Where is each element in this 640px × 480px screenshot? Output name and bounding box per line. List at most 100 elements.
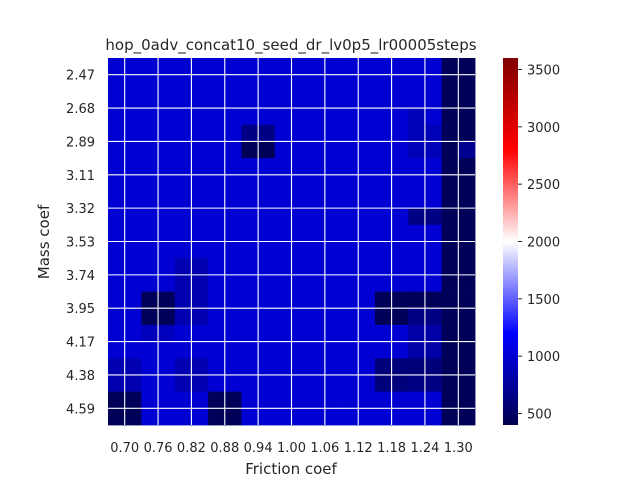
heatmap-cell	[258, 124, 276, 142]
heatmap-cell	[408, 58, 426, 76]
heatmap-cell	[341, 158, 359, 176]
heatmap-cell	[408, 274, 426, 292]
heatmap-cell	[458, 174, 476, 192]
heatmap-cell	[224, 258, 242, 276]
heatmap-cell	[274, 74, 292, 92]
y-tick-label: 3.95	[66, 302, 95, 317]
heatmap-cell	[258, 274, 276, 292]
heatmap-cell	[208, 91, 226, 109]
heatmap-cell	[374, 308, 392, 326]
heatmap-cell	[174, 308, 192, 326]
heatmap-cell	[358, 374, 376, 393]
heatmap-cell	[408, 191, 426, 209]
heatmap-cell	[241, 241, 259, 259]
heatmap-cell	[241, 74, 259, 92]
heatmap-cell	[324, 408, 342, 426]
heatmap-cell	[291, 108, 309, 126]
heatmap-cell	[141, 358, 159, 376]
heatmap-cell	[158, 391, 176, 409]
heatmap-cell	[308, 74, 326, 92]
heatmap-cell	[174, 374, 192, 393]
heatmap-cell	[324, 358, 342, 376]
heatmap-cell	[291, 74, 309, 92]
colorbar-tick-label: 3500	[527, 63, 560, 78]
y-tick-label: 3.32	[66, 202, 95, 217]
heatmap-cell	[108, 258, 126, 276]
heatmap-cell	[258, 341, 276, 359]
heatmap-cell	[258, 308, 276, 326]
heatmap-cell	[341, 258, 359, 276]
heatmap-cell	[274, 408, 292, 426]
heatmap-cell	[258, 208, 276, 226]
heatmap-cell	[424, 308, 443, 326]
heatmap-cell	[441, 341, 459, 359]
heatmap-cell	[124, 108, 142, 126]
heatmap-cell	[158, 374, 176, 393]
heatmap-cell	[391, 191, 409, 209]
heatmap-cell	[391, 74, 409, 92]
heatmap-cell	[458, 241, 476, 259]
heatmap-cell	[324, 391, 342, 409]
heatmap-cell	[108, 358, 126, 376]
heatmap-cell	[158, 141, 176, 159]
heatmap-cell	[141, 241, 159, 259]
heatmap-cell	[158, 174, 176, 192]
y-tick-label: 3.11	[66, 169, 95, 184]
heatmap-cell	[324, 324, 342, 342]
heatmap-cell	[308, 408, 326, 426]
heatmap-cell	[158, 241, 176, 259]
heatmap-cell	[324, 241, 342, 259]
heatmap-cell	[291, 391, 309, 409]
heatmap-cell	[324, 158, 342, 176]
heatmap-cell	[341, 108, 359, 126]
heatmap-cell	[324, 341, 342, 359]
heatmap-cell	[341, 374, 359, 393]
heatmap-cell	[391, 408, 409, 426]
heatmap-cell	[158, 324, 176, 342]
x-tick-label: 0.88	[210, 441, 239, 456]
heatmap-cell	[458, 74, 476, 92]
heatmap-cell	[124, 341, 142, 359]
heatmap-cell	[408, 158, 426, 176]
heatmap-cell	[408, 124, 426, 142]
heatmap-cell	[141, 291, 159, 309]
heatmap-cell	[124, 224, 142, 242]
heatmap-cell	[441, 324, 459, 342]
heatmap-cell	[374, 108, 392, 126]
heatmap-cell	[141, 374, 159, 393]
heatmap-cell	[108, 374, 126, 393]
chart-title: hop_0adv_concat10_seed_dr_lv0p5_lr00005s…	[105, 36, 476, 55]
heatmap-cell	[374, 274, 392, 292]
heatmap-cell	[391, 141, 409, 159]
heatmap-cell	[174, 124, 192, 142]
heatmap-cell	[358, 308, 376, 326]
heatmap-cell	[141, 108, 159, 126]
heatmap-cell	[458, 374, 476, 393]
heatmap-cell	[358, 74, 376, 92]
heatmap-cell	[358, 358, 376, 376]
heatmap-cell	[324, 258, 342, 276]
colorbar-tick-label: 1500	[527, 293, 560, 308]
heatmap-cell	[108, 308, 126, 326]
heatmap-cell	[391, 274, 409, 292]
heatmap-cell	[424, 158, 443, 176]
heatmap-cell	[158, 258, 176, 276]
heatmap-cell	[324, 108, 342, 126]
heatmap-cell	[224, 308, 242, 326]
heatmap-cell	[291, 324, 309, 342]
heatmap-cell	[358, 191, 376, 209]
heatmap-cell	[458, 108, 476, 126]
heatmap-cell	[224, 408, 242, 426]
heatmap-cell	[274, 274, 292, 292]
heatmap-cell	[324, 174, 342, 192]
y-tick-label: 4.59	[66, 402, 95, 417]
heatmap-cell	[408, 174, 426, 192]
heatmap-cell	[141, 174, 159, 192]
heatmap-cell	[324, 191, 342, 209]
heatmap-cell	[424, 108, 443, 126]
colorbar	[503, 58, 518, 425]
heatmap-cell	[224, 208, 242, 226]
heatmap-cell	[241, 91, 259, 109]
heatmap-cell	[241, 124, 259, 142]
heatmap-cell	[374, 324, 392, 342]
